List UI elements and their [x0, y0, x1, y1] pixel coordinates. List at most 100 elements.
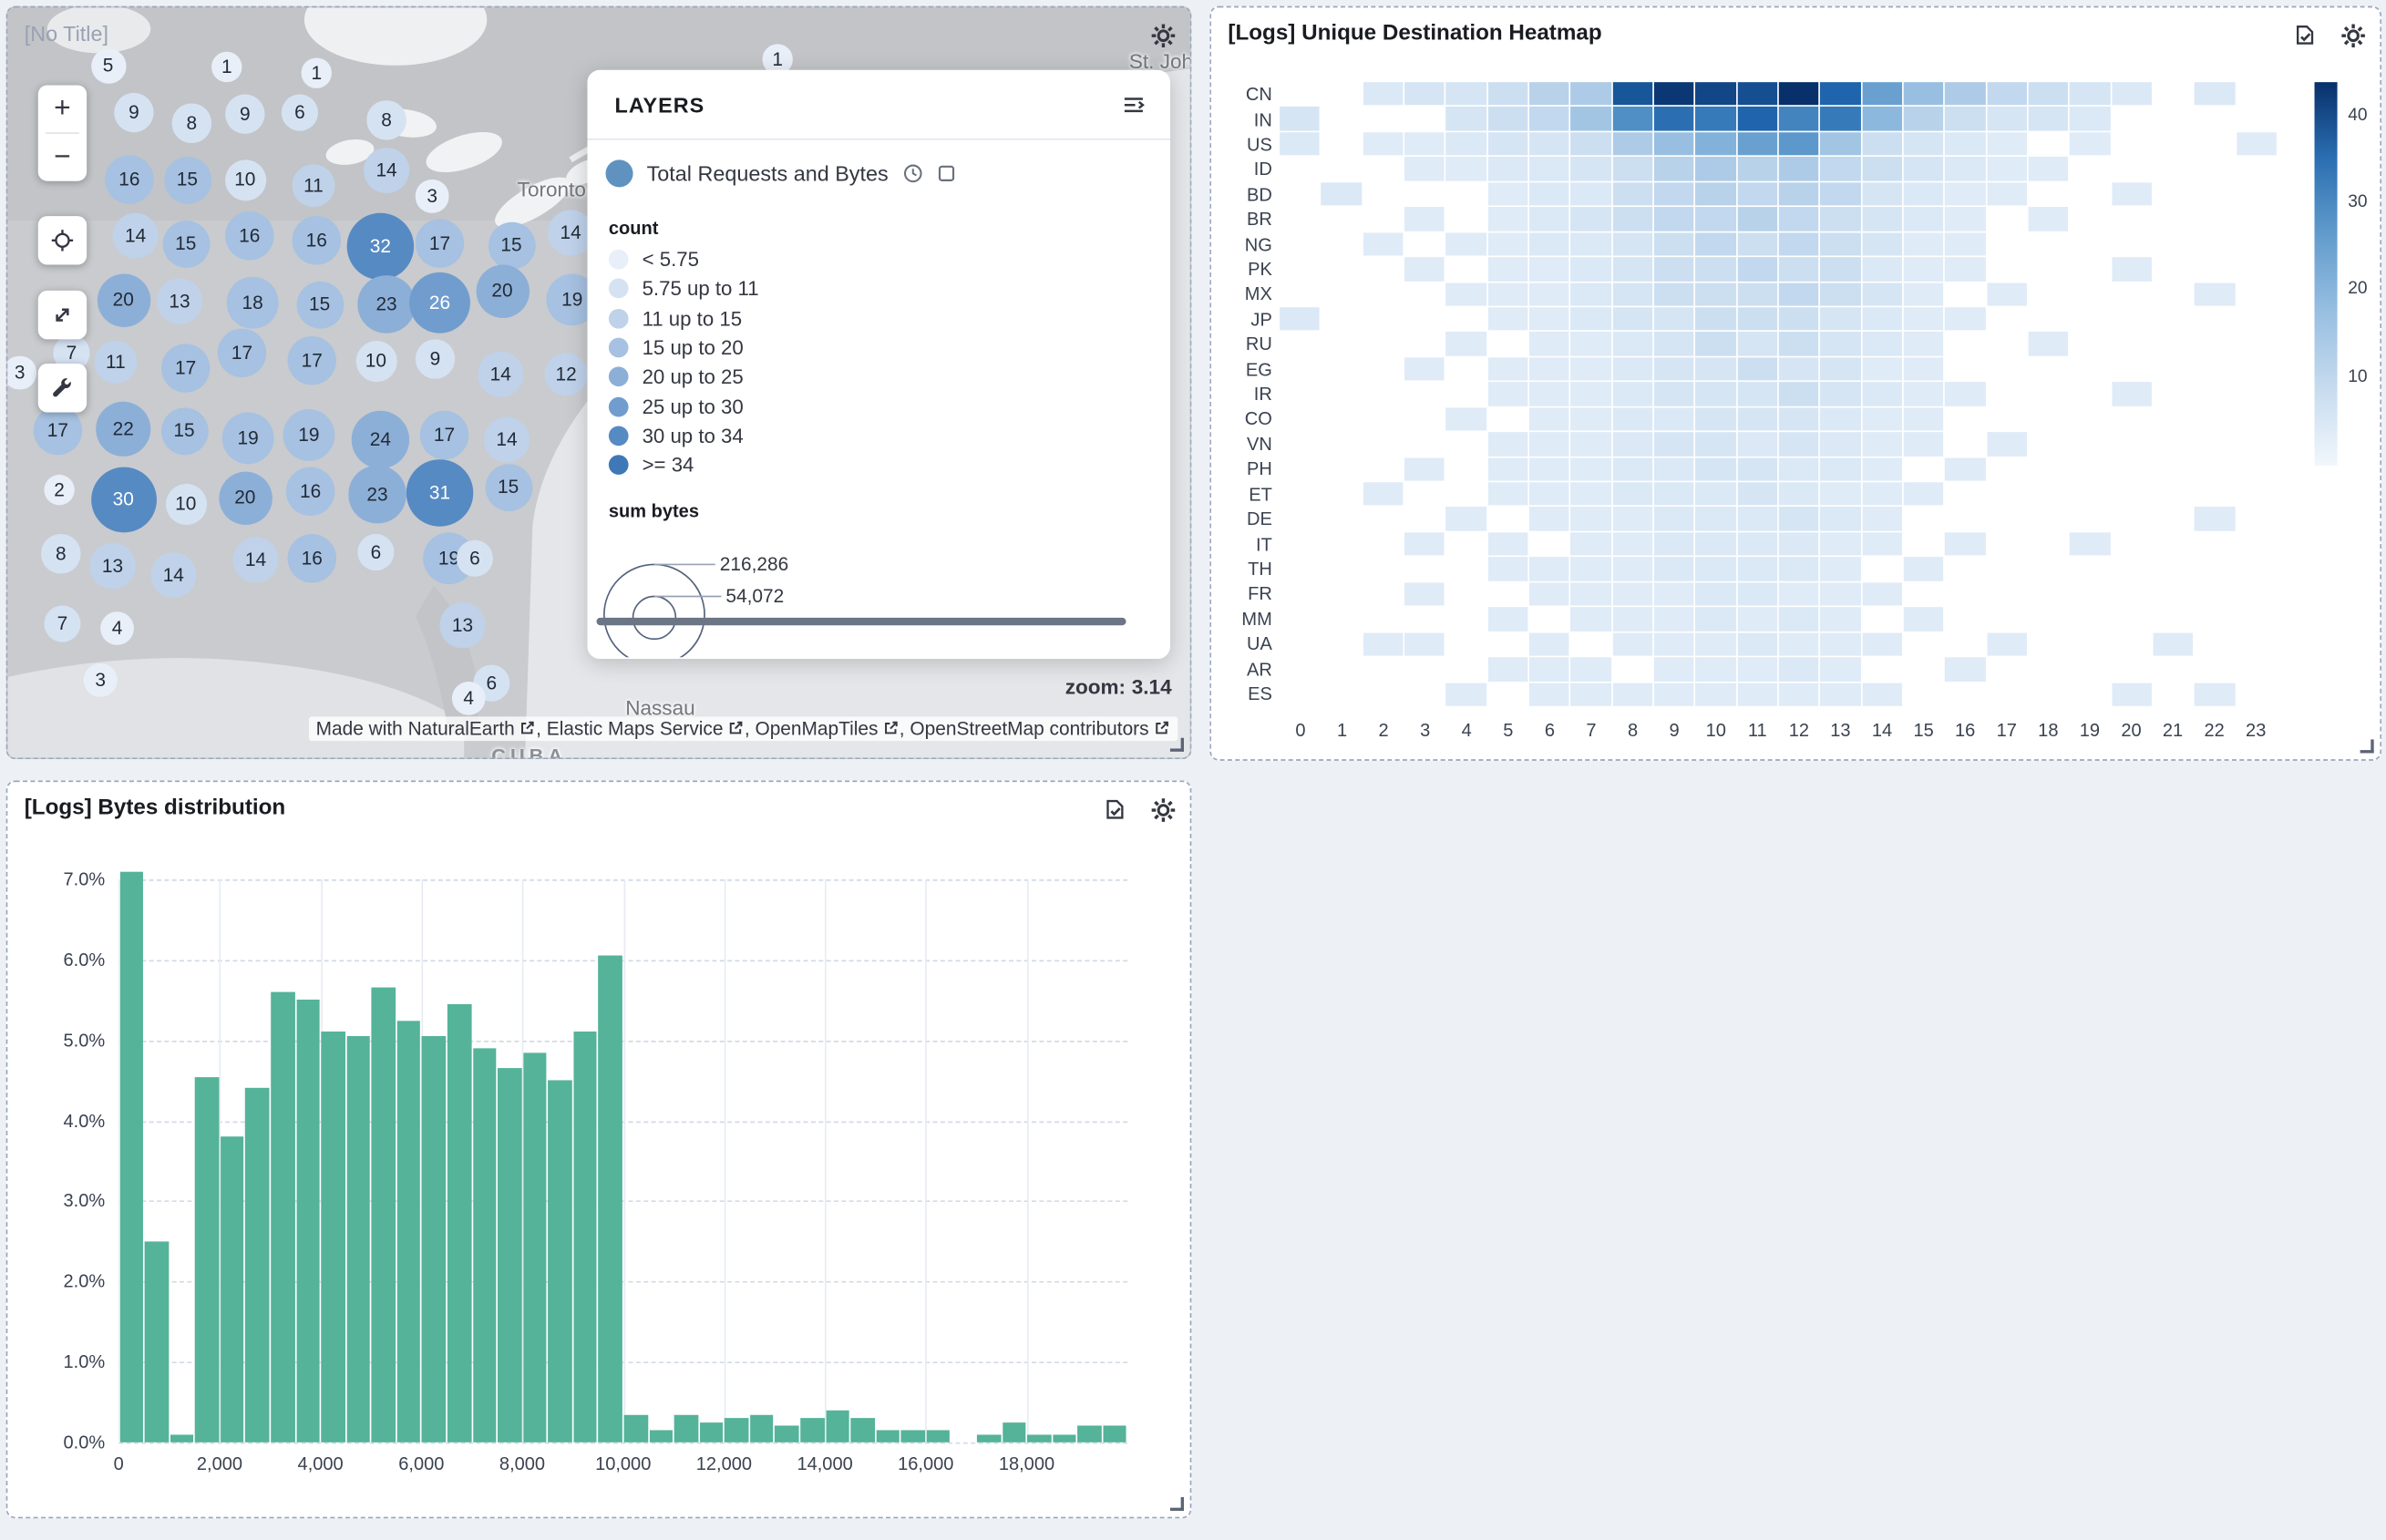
heatmap-cell[interactable]	[1363, 332, 1404, 356]
heatmap-cell[interactable]	[1363, 507, 1404, 531]
heatmap-cell[interactable]	[2195, 132, 2236, 156]
map-cluster-bubble[interactable]: 4	[451, 681, 486, 715]
heatmap-cell[interactable]	[1445, 682, 1486, 706]
heatmap-cell[interactable]	[2111, 207, 2152, 231]
histogram-bar[interactable]	[775, 1426, 799, 1442]
heatmap-cell[interactable]	[1321, 357, 1362, 381]
heatmap-cell[interactable]	[1862, 332, 1903, 356]
heatmap-cell[interactable]	[1862, 107, 1903, 131]
heatmap-cell[interactable]	[1363, 557, 1404, 581]
heatmap-cell[interactable]	[2070, 282, 2111, 306]
heatmap-cell[interactable]	[1404, 482, 1445, 507]
histogram-bar[interactable]	[472, 1048, 497, 1442]
heatmap-cell[interactable]	[2070, 382, 2111, 406]
heatmap-cell[interactable]	[1986, 132, 2027, 156]
heatmap-cell[interactable]	[2195, 307, 2236, 331]
heatmap-cell[interactable]	[2153, 631, 2194, 656]
heatmap-cell[interactable]	[1862, 181, 1903, 206]
heatmap-cell[interactable]	[1945, 231, 1986, 256]
heatmap-cell[interactable]	[1612, 231, 1653, 256]
heatmap-cell[interactable]	[1404, 457, 1445, 481]
heatmap-cell[interactable]	[1695, 82, 1736, 106]
heatmap-cell[interactable]	[2153, 82, 2194, 106]
heatmap-cell[interactable]	[2070, 132, 2111, 156]
heatmap-cell[interactable]	[1612, 507, 1653, 531]
heatmap-cell[interactable]	[1280, 507, 1321, 531]
heatmap-cell[interactable]	[1570, 582, 1611, 606]
heatmap-cell[interactable]	[1363, 181, 1404, 206]
map-cluster-bubble[interactable]: 8	[172, 104, 211, 143]
heatmap-cell[interactable]	[1445, 82, 1486, 106]
heatmap-cell[interactable]	[1445, 532, 1486, 556]
heatmap-cell[interactable]	[2236, 557, 2277, 581]
heatmap-cell[interactable]	[1528, 457, 1569, 481]
heatmap-cell[interactable]	[1945, 132, 1986, 156]
heatmap-cell[interactable]	[1903, 307, 1944, 331]
heatmap-cell[interactable]	[1487, 181, 1528, 206]
heatmap-cell[interactable]	[2195, 257, 2236, 282]
map-cluster-bubble[interactable]: 13	[157, 279, 202, 324]
heatmap-cell[interactable]	[2236, 682, 2277, 706]
heatmap-cell[interactable]	[2070, 682, 2111, 706]
heatmap-cell[interactable]	[1986, 607, 2027, 631]
map-cluster-bubble[interactable]: 18	[227, 277, 279, 329]
heatmap-cell[interactable]	[2195, 231, 2236, 256]
heatmap-cell[interactable]	[1280, 207, 1321, 231]
heatmap-cell[interactable]	[1695, 207, 1736, 231]
heatmap-cell[interactable]	[1945, 307, 1986, 331]
heatmap-cell[interactable]	[1363, 432, 1404, 457]
heatmap-cell[interactable]	[1862, 282, 1903, 306]
heatmap-cell[interactable]	[1445, 157, 1486, 181]
heatmap-cell[interactable]	[1404, 357, 1445, 381]
heatmap-cell[interactable]	[2070, 157, 2111, 181]
heatmap-cell[interactable]	[1695, 631, 1736, 656]
heatmap-cell[interactable]	[1612, 357, 1653, 381]
heatmap-cell[interactable]	[1487, 457, 1528, 481]
map-cluster-bubble[interactable]: 10	[224, 159, 266, 200]
heatmap-cell[interactable]	[1363, 406, 1404, 431]
heatmap-cell[interactable]	[2236, 231, 2277, 256]
heatmap-cell[interactable]	[1280, 457, 1321, 481]
heatmap-cell[interactable]	[2028, 507, 2069, 531]
heatmap-cell[interactable]	[1945, 157, 1986, 181]
heatmap-cell[interactable]	[2153, 231, 2194, 256]
heatmap-cell[interactable]	[1778, 482, 1819, 507]
heatmap-cell[interactable]	[1612, 107, 1653, 131]
heatmap-cell[interactable]	[1695, 607, 1736, 631]
heatmap-cell[interactable]	[1321, 307, 1362, 331]
heatmap-cell[interactable]	[1363, 607, 1404, 631]
map-cluster-bubble[interactable]: 26	[409, 272, 470, 334]
heatmap-cell[interactable]	[1945, 657, 1986, 682]
heatmap-cell[interactable]	[1280, 332, 1321, 356]
heatmap-cell[interactable]	[1945, 181, 1986, 206]
heatmap-cell[interactable]	[1280, 532, 1321, 556]
heatmap-cell[interactable]	[1321, 607, 1362, 631]
heatmap-cell[interactable]	[1903, 207, 1944, 231]
heatmap-cell[interactable]	[1404, 132, 1445, 156]
heatmap-cell[interactable]	[1986, 631, 2027, 656]
heatmap-cell[interactable]	[1404, 507, 1445, 531]
heatmap-cell[interactable]	[1862, 682, 1903, 706]
map-cluster-bubble[interactable]: 15	[295, 281, 344, 328]
heatmap-cell[interactable]	[1737, 432, 1778, 457]
heatmap-cell[interactable]	[1445, 231, 1486, 256]
heatmap-cell[interactable]	[2070, 107, 2111, 131]
heatmap-cell[interactable]	[1778, 107, 1819, 131]
heatmap-cell[interactable]	[2028, 332, 2069, 356]
heatmap-cell[interactable]	[2153, 557, 2194, 581]
heatmap-cell[interactable]	[1653, 307, 1694, 331]
histogram-bar[interactable]	[447, 1003, 471, 1442]
map-cluster-bubble[interactable]: 15	[160, 406, 208, 455]
heatmap-cell[interactable]	[2028, 557, 2069, 581]
heatmap-cell[interactable]	[1363, 282, 1404, 306]
heatmap-cell[interactable]	[1445, 107, 1486, 131]
heatmap-cell[interactable]	[1612, 607, 1653, 631]
map-cluster-bubble[interactable]: 14	[150, 551, 197, 599]
heatmap-cell[interactable]	[1528, 82, 1569, 106]
heatmap-cell[interactable]	[1945, 682, 1986, 706]
map-cluster-bubble[interactable]: 17	[419, 410, 469, 460]
heatmap-cell[interactable]	[1528, 657, 1569, 682]
heatmap-cell[interactable]	[1986, 157, 2027, 181]
heatmap-cell[interactable]	[1612, 631, 1653, 656]
heatmap-cell[interactable]	[2153, 357, 2194, 381]
